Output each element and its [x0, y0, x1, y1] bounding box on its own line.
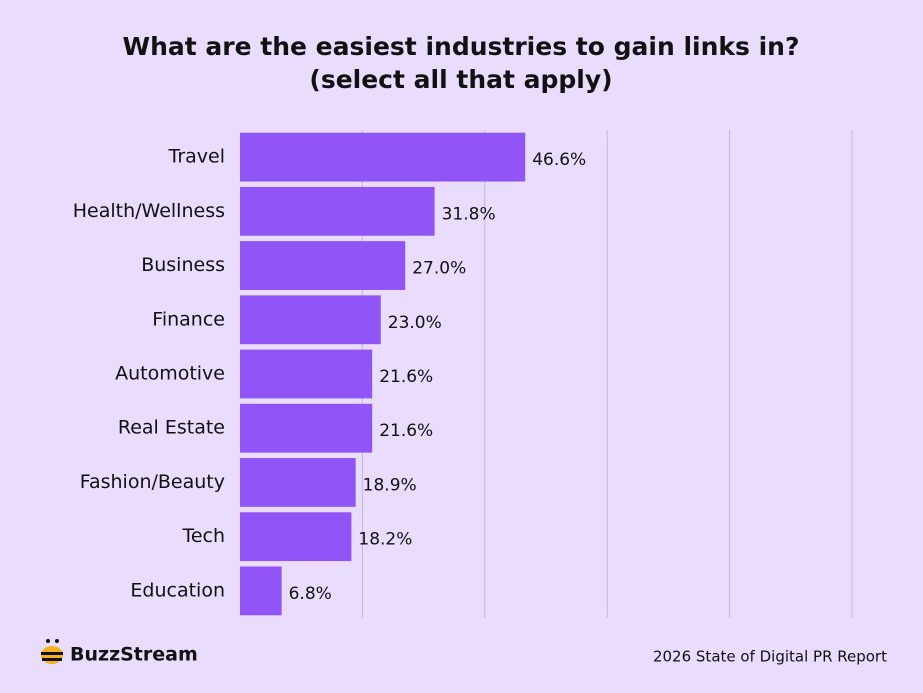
brand-name: BuzzStream [70, 644, 198, 666]
bar [240, 241, 406, 290]
value-label: 21.6% [379, 367, 433, 387]
value-label: 6.8% [289, 584, 332, 604]
bar [240, 349, 373, 399]
bar [240, 512, 352, 562]
bar [240, 186, 435, 236]
bar [240, 132, 526, 182]
chart-subtitle: (select all that apply) [309, 65, 612, 94]
value-label: 27.0% [412, 259, 466, 279]
source-note: 2026 State of Digital PR Report [653, 648, 887, 666]
logo-icon [41, 639, 63, 664]
bar [240, 295, 381, 345]
value-label: 18.2% [358, 530, 412, 550]
value-label: 18.9% [363, 475, 417, 495]
category-label: Tech [181, 525, 225, 547]
category-label: Fashion/Beauty [80, 471, 225, 493]
bar [240, 566, 282, 616]
chart-title: What are the easiest industries to gain … [123, 32, 800, 61]
category-label: Automotive [115, 363, 225, 385]
category-label: Education [130, 579, 225, 601]
bar [240, 403, 373, 453]
value-label: 46.6% [532, 150, 586, 170]
category-label: Real Estate [118, 417, 225, 439]
value-label: 31.8% [442, 204, 496, 224]
category-label: Travel [168, 146, 225, 168]
bar [240, 458, 356, 507]
category-label: Finance [152, 308, 225, 330]
value-label: 23.0% [388, 313, 442, 333]
category-label: Business [141, 254, 225, 276]
value-label: 21.6% [379, 421, 433, 441]
category-label: Health/Wellness [73, 200, 225, 222]
